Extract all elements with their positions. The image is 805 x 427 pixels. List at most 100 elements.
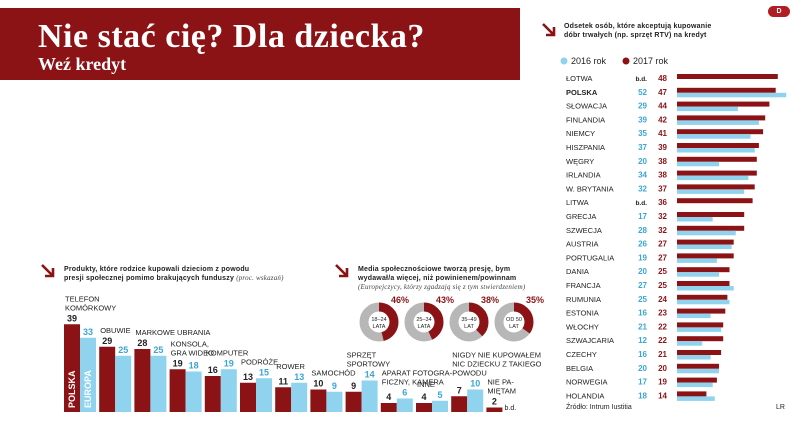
legend-2016-swatch (560, 57, 568, 65)
donut-value-label: 38% (481, 295, 499, 305)
country-label: ESTONIA (566, 309, 599, 318)
value-2017-label: 32 (658, 226, 667, 235)
value-2017-label: 42 (658, 115, 667, 124)
value-label-europa: 9 (332, 381, 337, 391)
value-2016-label: 20 (638, 364, 647, 373)
value-2017-label: 41 (658, 129, 667, 138)
page-title: Nie stać cię? Dla dziecka? (38, 18, 425, 55)
bar-2016 (677, 355, 711, 360)
arrow-down-right-icon (41, 264, 55, 278)
value-2016-label: 21 (638, 322, 647, 331)
country-label: SZWAJCARIA (566, 336, 614, 345)
value-2017-label: 39 (658, 143, 667, 152)
donut-value-label: 46% (391, 295, 409, 305)
bar-polska (380, 403, 397, 412)
value-label-polska: 29 (102, 336, 112, 346)
country-label: LITWA (566, 198, 589, 207)
series-label-europa: EUROPA (83, 370, 93, 408)
bar-polska (345, 391, 362, 412)
country-label: HISZPANIA (566, 143, 605, 152)
bar-2016 (677, 189, 745, 194)
bar-2016 (677, 217, 713, 222)
country-label: RUMUNIA (566, 295, 601, 304)
country-label: NORWEGIA (566, 378, 608, 387)
bar-polska (310, 389, 327, 412)
bar-2016 (677, 396, 715, 401)
bar-polska (240, 382, 256, 412)
value-label-polska: 2 (492, 397, 497, 407)
value-2016-label: 26 (638, 240, 647, 249)
value-2016-label: 34 (638, 171, 647, 180)
bar-europa (326, 391, 343, 412)
value-2017-label: 32 (658, 212, 667, 221)
value-2017-label: 21 (658, 350, 667, 359)
bar-2016 (677, 92, 787, 98)
value-2016-label: 29 (638, 102, 647, 111)
country-label: WŁOCHY (566, 322, 599, 331)
value-label-polska: 4 (421, 392, 426, 402)
country-label: ŁOTWA (566, 74, 592, 83)
header: Nie stać cię? Dla dziecka? Weź kredyt (0, 0, 805, 92)
value-2016-label: 25 (638, 295, 647, 304)
bar-europa (150, 355, 167, 412)
bar-2017 (677, 281, 730, 286)
countries-caption: Odsetek osób, które akceptują kupowanie … (564, 23, 712, 39)
bar-polska (275, 387, 292, 412)
value-label-europa: 13 (294, 372, 304, 382)
country-label: DANIA (566, 267, 589, 276)
value-2016-label: 27 (638, 281, 647, 290)
bar-2017 (677, 184, 755, 190)
category-label: SAMOCHÓD (311, 369, 356, 378)
legend-2017-swatch (622, 57, 630, 65)
title-background (0, 8, 520, 80)
value-2017-label: 48 (658, 74, 667, 83)
legend-2017-label: 2017 rok (633, 56, 669, 66)
bar-2017 (677, 115, 766, 121)
bar-europa (467, 389, 484, 412)
value-label-europa: 18 (189, 361, 199, 371)
value-label-europa: b.d. (505, 405, 517, 412)
value-2017-label: 14 (658, 391, 667, 400)
page-subtitle: Weź kredyt (38, 54, 127, 74)
media-caption: Media społecznościowe tworzą presję, bym… (358, 266, 526, 291)
donut-segment (359, 302, 399, 342)
country-label: POLSKA (566, 88, 598, 97)
value-label-europa: 19 (224, 358, 234, 368)
category-label: TELEFON (65, 294, 100, 303)
value-2016-label: 16 (638, 309, 647, 318)
value-2017-label: 20 (658, 364, 667, 373)
bar-2016 (677, 313, 711, 319)
bar-2016 (677, 161, 719, 167)
bar-polska (486, 407, 503, 412)
donut-category-label: LAT (464, 324, 474, 330)
bar-2016 (677, 341, 703, 346)
value-2016-label: 52 (638, 88, 647, 97)
value-2016-label: b.d. (635, 76, 647, 83)
value-2016-label: b.d. (635, 200, 647, 207)
value-2017-label: 22 (658, 336, 667, 345)
bar-2016 (677, 230, 736, 236)
bar-2017 (677, 143, 759, 148)
value-2016-label: 35 (638, 129, 647, 138)
bar-2017 (677, 308, 726, 314)
category-label: KOMÓRKOWY (65, 303, 116, 312)
country-label: NIEMCY (566, 129, 595, 138)
bar-europa (361, 380, 378, 412)
donut-category-label: LATA (418, 324, 431, 330)
bar-2017 (677, 156, 757, 162)
source-note: Źródło: Intrum Iustitia (566, 404, 632, 411)
category-label: GRA WIDEO (171, 348, 215, 357)
donut-category-label: LATA (373, 324, 386, 330)
donut-category-label: 18–24 (371, 317, 386, 323)
footer-mark: LR (776, 404, 785, 411)
bar-2017 (677, 198, 753, 204)
value-label-polska: 7 (457, 385, 462, 395)
value-2017-label: 25 (658, 267, 667, 276)
country-label: SZWECJA (566, 226, 602, 235)
bar-2016 (677, 120, 759, 125)
bar-2016 (677, 272, 719, 277)
country-label: FRANCJA (566, 281, 601, 290)
value-2016-label: 17 (638, 212, 647, 221)
bar-2017 (677, 225, 745, 231)
category-label: MARKOWE UBRANIA (135, 328, 210, 337)
